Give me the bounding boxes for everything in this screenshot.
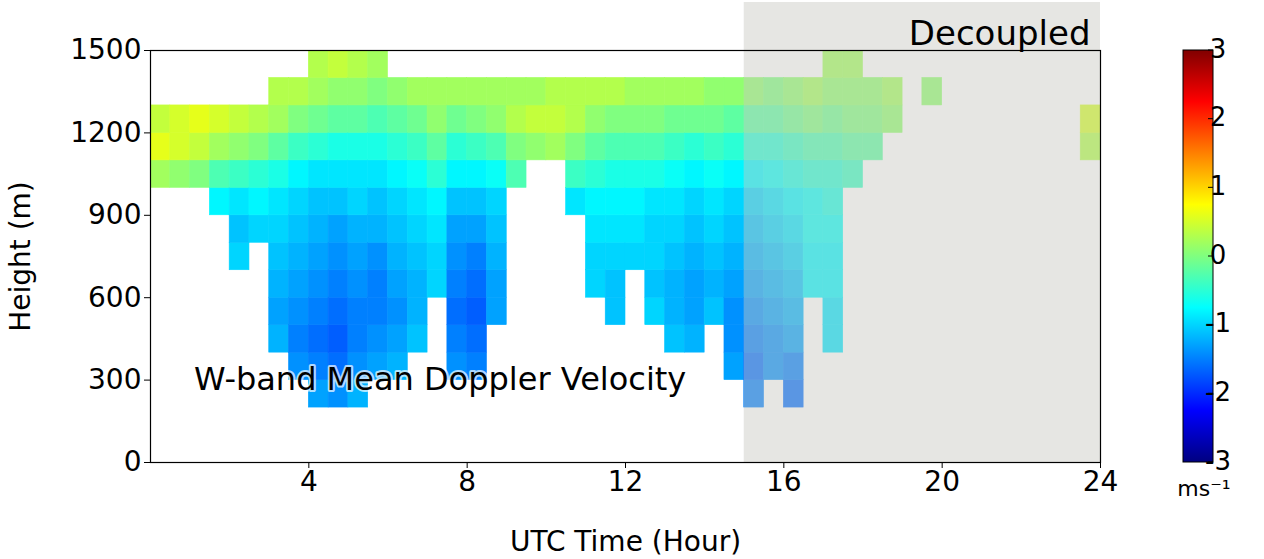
svg-text:1200: 1200 <box>70 116 141 149</box>
svg-text:600: 600 <box>88 281 141 314</box>
svg-text:0: 0 <box>124 445 142 478</box>
svg-text:ms⁻¹: ms⁻¹ <box>1177 476 1230 501</box>
svg-text:-2: -2 <box>1205 377 1231 407</box>
svg-text:-1: -1 <box>1205 308 1231 338</box>
svg-text:UTC Time (Hour): UTC Time (Hour) <box>510 525 741 558</box>
svg-text:3: 3 <box>1210 34 1227 64</box>
svg-text:1: 1 <box>1210 171 1227 201</box>
svg-text:900: 900 <box>88 198 141 231</box>
svg-text:20: 20 <box>924 465 960 498</box>
svg-text:0: 0 <box>1210 240 1227 270</box>
svg-text:W-band Mean Doppler Velocity: W-band Mean Doppler Velocity <box>194 360 686 398</box>
svg-text:4: 4 <box>300 465 318 498</box>
svg-text:-3: -3 <box>1205 446 1231 476</box>
svg-text:300: 300 <box>88 363 141 396</box>
svg-text:8: 8 <box>458 465 476 498</box>
svg-text:12: 12 <box>608 465 644 498</box>
svg-text:16: 16 <box>766 465 802 498</box>
svg-text:Decoupled: Decoupled <box>909 13 1091 53</box>
svg-text:Height (m): Height (m) <box>4 181 37 332</box>
svg-text:24: 24 <box>1083 465 1119 498</box>
svg-text:1500: 1500 <box>70 33 141 66</box>
svg-text:2: 2 <box>1210 102 1227 132</box>
